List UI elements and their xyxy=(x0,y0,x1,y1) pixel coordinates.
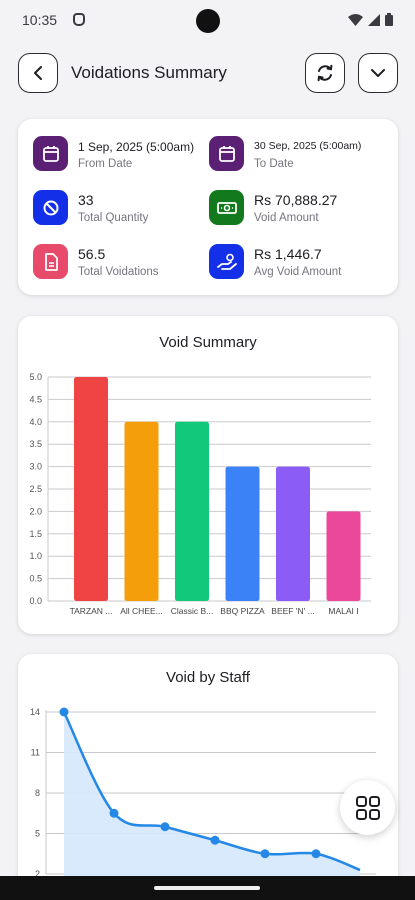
from-date-value: 1 Sep, 2025 (5:00am) xyxy=(78,140,195,154)
x-tick-label: BBQ PIZZA xyxy=(220,606,265,616)
void-by-staff-chart: 2 5 8 11 14 xyxy=(30,707,376,900)
data-point xyxy=(109,808,119,818)
y-tick-label: 11 xyxy=(31,748,40,758)
data-point xyxy=(311,849,321,859)
x-tick-label: MALAI I xyxy=(328,606,358,616)
bar xyxy=(175,421,209,601)
bar xyxy=(124,421,159,601)
chevron-down-icon xyxy=(371,69,385,77)
y-tick-label: 2 xyxy=(35,869,40,879)
y-tick-label: 4.5 xyxy=(29,394,42,404)
to-date-stat[interactable]: 30 Sep, 2025 (5:00am) To Date xyxy=(209,136,384,176)
total-quantity-icon-tile xyxy=(33,190,68,225)
y-tick-label: 14 xyxy=(30,707,40,717)
grid-scan-icon xyxy=(355,795,380,820)
data-point xyxy=(59,707,69,717)
total-quantity-value: 33 xyxy=(78,192,94,208)
y-tick-label: 5 xyxy=(35,829,40,839)
to-date-value: 30 Sep, 2025 (5:00am) xyxy=(254,140,362,152)
avg-void-amount-icon-tile xyxy=(209,244,244,279)
scan-fab-button[interactable] xyxy=(340,780,395,835)
total-voidations-stat: 56.5 Total Voidations xyxy=(33,244,208,284)
to-date-label: To Date xyxy=(254,158,294,170)
front-camera xyxy=(196,9,220,33)
page-title: Voidations Summary xyxy=(71,63,227,82)
from-date-icon-tile xyxy=(33,136,68,171)
expand-button[interactable] xyxy=(358,53,398,93)
void-amount-stat: Rs 70,888.27 Void Amount xyxy=(209,190,384,230)
total-quantity-stat: 33 Total Quantity xyxy=(33,190,208,230)
refresh-icon xyxy=(317,64,333,82)
app-header: Voidations Summary xyxy=(0,53,415,93)
y-tick-label: 3.5 xyxy=(29,439,42,449)
avg-void-amount-stat: Rs 1,446.7 Avg Void Amount xyxy=(209,244,384,284)
x-tick-label: BEEF 'N' ... xyxy=(271,606,314,616)
refresh-button[interactable] xyxy=(305,53,345,93)
battery-icon xyxy=(385,13,393,26)
bar xyxy=(326,511,361,601)
bar xyxy=(276,466,310,601)
void-by-staff-title: Void by Staff xyxy=(166,669,250,686)
y-tick-label: 1.0 xyxy=(29,551,42,561)
void-by-staff-card: Void by Staff 2 5 8 11 14 xyxy=(18,654,398,900)
y-tick-label: 2.0 xyxy=(29,506,42,516)
y-tick-label: 1.5 xyxy=(29,529,42,539)
data-point xyxy=(210,835,220,845)
block-icon xyxy=(43,200,58,215)
avg-void-amount-label: Avg Void Amount xyxy=(254,266,342,278)
total-voidations-icon-tile xyxy=(33,244,68,279)
void-amount-value: Rs 70,888.27 xyxy=(254,192,338,208)
to-date-icon-tile xyxy=(209,136,244,171)
from-date-stat[interactable]: 1 Sep, 2025 (5:00am) From Date xyxy=(33,136,208,176)
total-voidations-value: 56.5 xyxy=(78,246,106,262)
void-summary-card: Void Summary 0.0 0.5 1.0 1.5 2.0 2.5 3.0 3.5 4.0… xyxy=(18,316,398,634)
y-tick-label: 4.0 xyxy=(29,417,42,427)
y-tick-label: 0.0 xyxy=(29,596,42,606)
status-bar: 10:35 xyxy=(0,0,415,42)
wifi-icon xyxy=(348,13,363,26)
total-voidations-label: Total Voidations xyxy=(78,266,159,278)
y-tick-label: 2.5 xyxy=(29,484,42,494)
bar xyxy=(74,377,108,601)
chevron-left-icon xyxy=(34,66,42,80)
y-tick-label: 5.0 xyxy=(29,372,42,382)
data-point xyxy=(260,849,270,859)
total-quantity-label: Total Quantity xyxy=(78,212,149,224)
status-icons xyxy=(348,13,393,26)
home-gesture-handle[interactable] xyxy=(154,886,260,890)
calendar-icon xyxy=(218,145,235,162)
back-button[interactable] xyxy=(18,53,58,93)
calendar-icon xyxy=(42,145,59,162)
void-summary-chart: 0.0 0.5 1.0 1.5 2.0 2.5 3.0 3.5 4.0 4.5 5.0 TARZAN … xyxy=(29,372,371,616)
void-amount-icon-tile xyxy=(209,190,244,225)
summary-card: 1 Sep, 2025 (5:00am) From Date 30 Sep, 2… xyxy=(18,119,398,295)
avg-void-amount-value: Rs 1,446.7 xyxy=(254,246,322,262)
system-nav-bar xyxy=(0,876,415,900)
void-summary-title: Void Summary xyxy=(159,334,257,351)
void-amount-label: Void Amount xyxy=(254,212,319,224)
data-point xyxy=(160,822,170,832)
app-notification-icon xyxy=(73,13,85,26)
cash-icon xyxy=(216,201,237,214)
signal-icon xyxy=(368,13,380,26)
document-icon xyxy=(44,252,58,271)
from-date-label: From Date xyxy=(78,158,133,170)
series-area xyxy=(64,712,360,900)
x-tick-label: TARZAN ... xyxy=(70,606,113,616)
status-time: 10:35 xyxy=(22,12,58,28)
y-tick-label: 3.0 xyxy=(29,462,42,472)
bar xyxy=(225,466,260,601)
x-tick-label: Classic B... xyxy=(171,606,214,616)
hand-money-icon xyxy=(216,253,237,270)
y-tick-label: 8 xyxy=(35,788,40,798)
x-tick-label: All CHEE... xyxy=(120,606,163,616)
y-tick-label: 0.5 xyxy=(29,574,42,584)
